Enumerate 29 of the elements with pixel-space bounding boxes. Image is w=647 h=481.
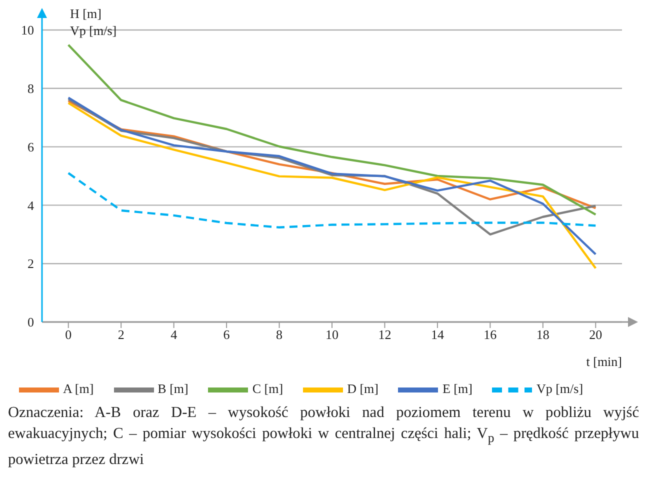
x-tick-label: 12 [378, 327, 392, 342]
x-tick-label: 4 [170, 327, 178, 342]
y-tick-label: 4 [28, 198, 34, 213]
line-series [67, 172, 597, 228]
x-tick-label: 10 [326, 327, 338, 342]
y-tick-label: 6 [28, 139, 34, 154]
legend-label: D [m] [347, 380, 378, 396]
x-tick-label: 0 [65, 327, 72, 342]
x-tick-label: 20 [589, 327, 602, 342]
y-tick-label: 2 [28, 256, 34, 272]
x-tick-label: 18 [536, 327, 550, 342]
y-tick-label: 0 [28, 314, 34, 330]
x-axis-title: t [min] [586, 354, 622, 369]
x-tick-label: 14 [430, 327, 444, 342]
text: Oznaczenia: A-B oraz D-E – wysokość powłoki nad poziomem terenu w pobliżu wyjść ewakuacyjnych; C – pomiar wysokości powłoki w centralnej części hali; V$_{p}$ – prędkość przepływu powietrza przez drzwi [8, 404, 639, 468]
legend-label: C [m] [252, 380, 284, 396]
y-axis-title: H [m] Vp [m/s] [70, 6, 117, 38]
y-tick-label: 10 [21, 22, 34, 38]
line-series [67, 100, 597, 210]
x-tick-label: 8 [276, 327, 283, 342]
legend-label: B [m] [158, 380, 188, 396]
legend-label: Vp [m/s] [536, 380, 584, 396]
legend-label: E [m] [442, 380, 472, 396]
y-tick-label: 8 [28, 81, 34, 96]
x-tick-label: 16 [484, 327, 498, 342]
x-tick-label: 2 [118, 327, 124, 342]
x-tick-label: 6 [223, 327, 230, 342]
line-series [67, 44, 597, 216]
legend-label: A [m] [62, 380, 94, 396]
